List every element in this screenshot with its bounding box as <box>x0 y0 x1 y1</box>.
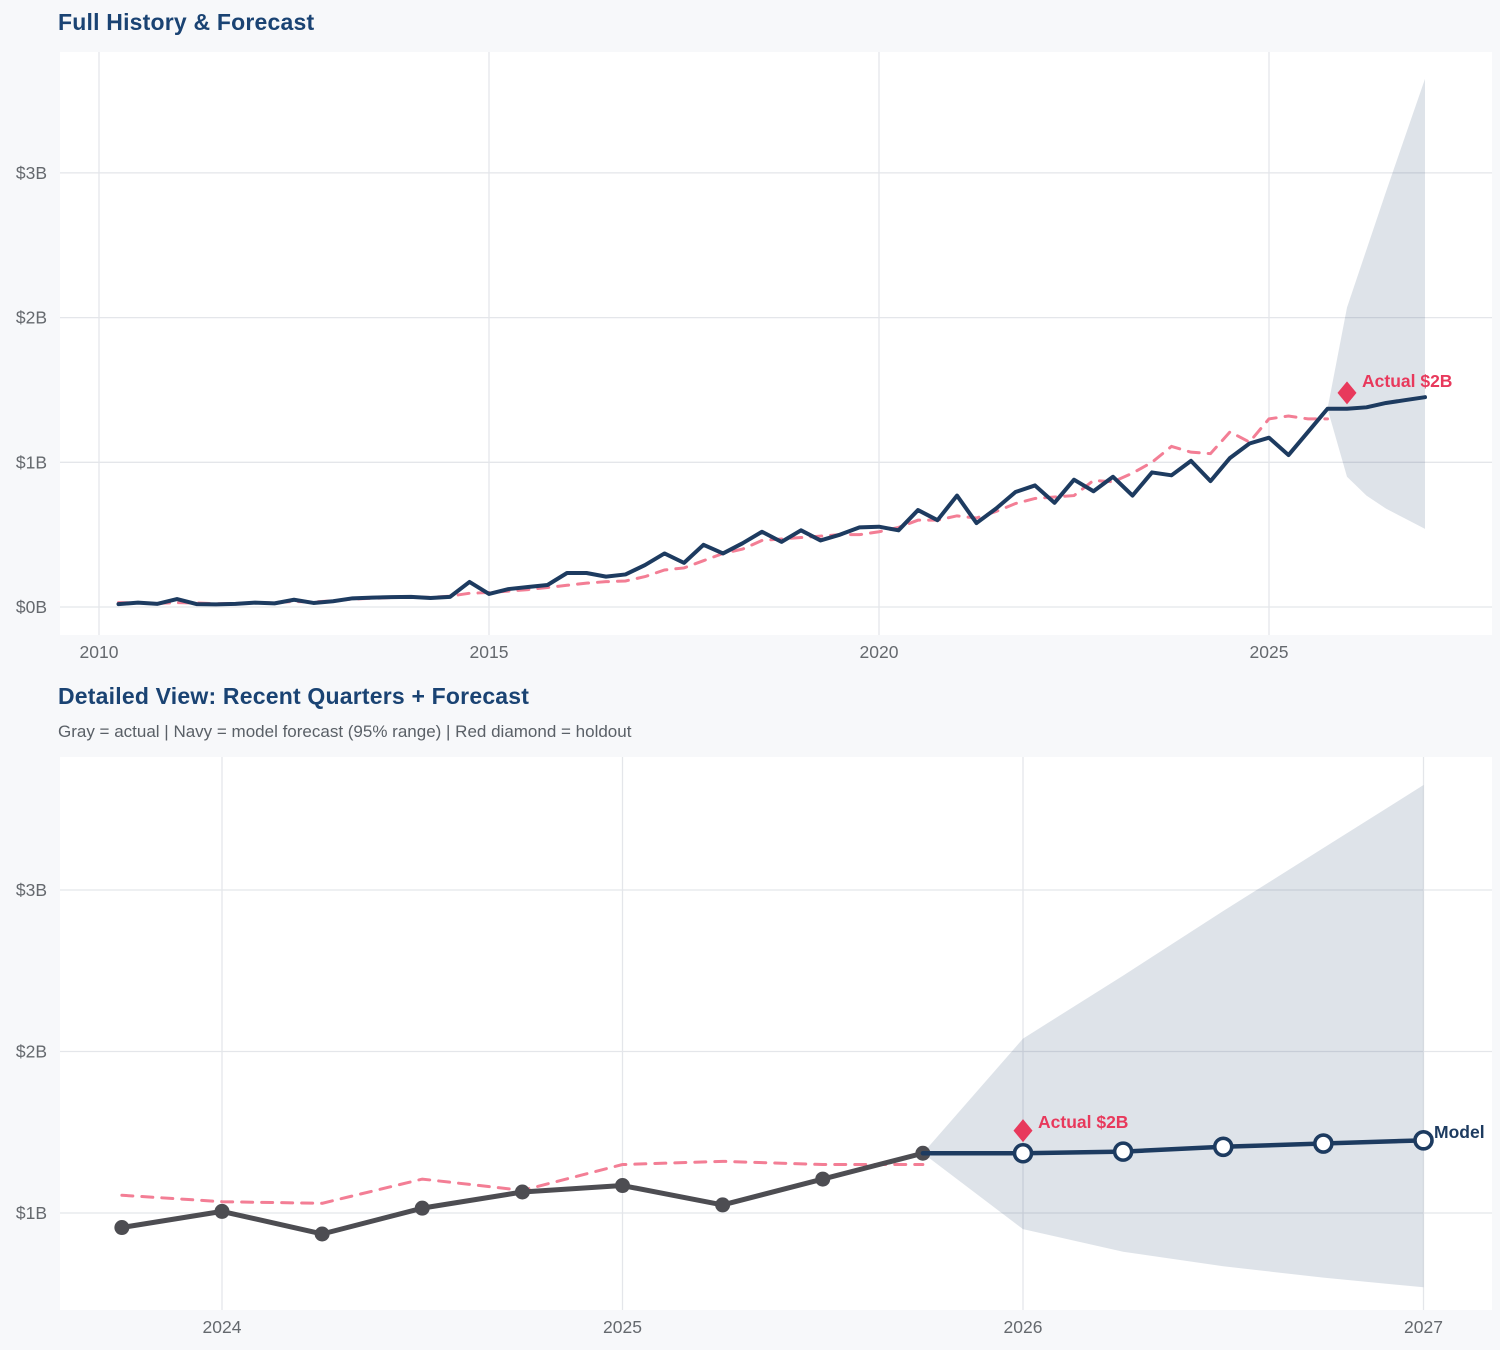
y-axis-tick-label: $3B <box>16 880 47 900</box>
holdout-annotation-chart2: Actual $2B <box>1038 1112 1129 1132</box>
forecast-marker-circle <box>1112 1141 1134 1162</box>
model-forecast-line <box>920 1138 1426 1156</box>
y-axis-tick-label: $0B <box>16 597 47 617</box>
x-axis-tick-label: 2024 <box>203 1317 242 1337</box>
actual-data-point <box>414 1200 430 1216</box>
actual-data-point <box>615 1178 630 1194</box>
model-forecast-label: Model <box>1434 1122 1485 1142</box>
chart2-legend-subtitle: Gray = actual | Navy = model forecast (9… <box>58 722 632 741</box>
x-axis-tick-label: 2010 <box>80 642 119 662</box>
holdout-diamond-marker <box>1013 1119 1033 1143</box>
y-axis-tick-label: $2B <box>16 1042 47 1062</box>
forecast-confidence-band <box>922 785 1424 1288</box>
x-axis-tick-label: 2025 <box>1250 642 1289 662</box>
actual-data-point <box>815 1171 831 1187</box>
forecast-marker-circle <box>1313 1133 1334 1154</box>
y-axis-tick-label: $1B <box>16 452 47 472</box>
x-axis-tick-label: 2025 <box>603 1317 642 1337</box>
forecast-marker-circle <box>1012 1142 1034 1164</box>
plot-area <box>60 757 1492 1310</box>
y-axis-tick-label: $2B <box>16 308 47 328</box>
x-axis-tick-label: 2015 <box>470 642 509 662</box>
chart1-title: Full History & Forecast <box>58 9 315 35</box>
y-axis-tick-label: $1B <box>16 1203 47 1223</box>
holdout-annotation-chart1: Actual $2B <box>1362 371 1453 391</box>
actual-data-point <box>715 1197 731 1213</box>
chart2-title: Detailed View: Recent Quarters + Forecas… <box>58 683 530 709</box>
actual-data-point <box>314 1226 330 1242</box>
y-axis-tick-label: $3B <box>16 163 47 183</box>
forecast-marker-circle <box>1212 1136 1234 1158</box>
detailed-view-chart: $1B $2B $3B 2024 2025 2026 2027 <box>16 757 1492 1337</box>
actual-data-point <box>114 1220 130 1236</box>
forecast-marker-circle <box>1413 1130 1434 1151</box>
x-axis-tick-label: 2027 <box>1404 1317 1443 1337</box>
history-and-forecast-line <box>116 395 1427 607</box>
forecast-confidence-band <box>1327 78 1425 529</box>
full-history-chart: $0B $1B $2B $3B 2010 2015 2020 2025 <box>16 52 1492 662</box>
plot-area <box>60 52 1492 635</box>
actual-data-point <box>514 1184 530 1200</box>
holdout-diamond-marker <box>1337 381 1357 405</box>
actual-data-point <box>214 1203 230 1219</box>
x-axis-tick-label: 2026 <box>1004 1317 1043 1337</box>
x-axis-tick-label: 2020 <box>860 642 899 662</box>
